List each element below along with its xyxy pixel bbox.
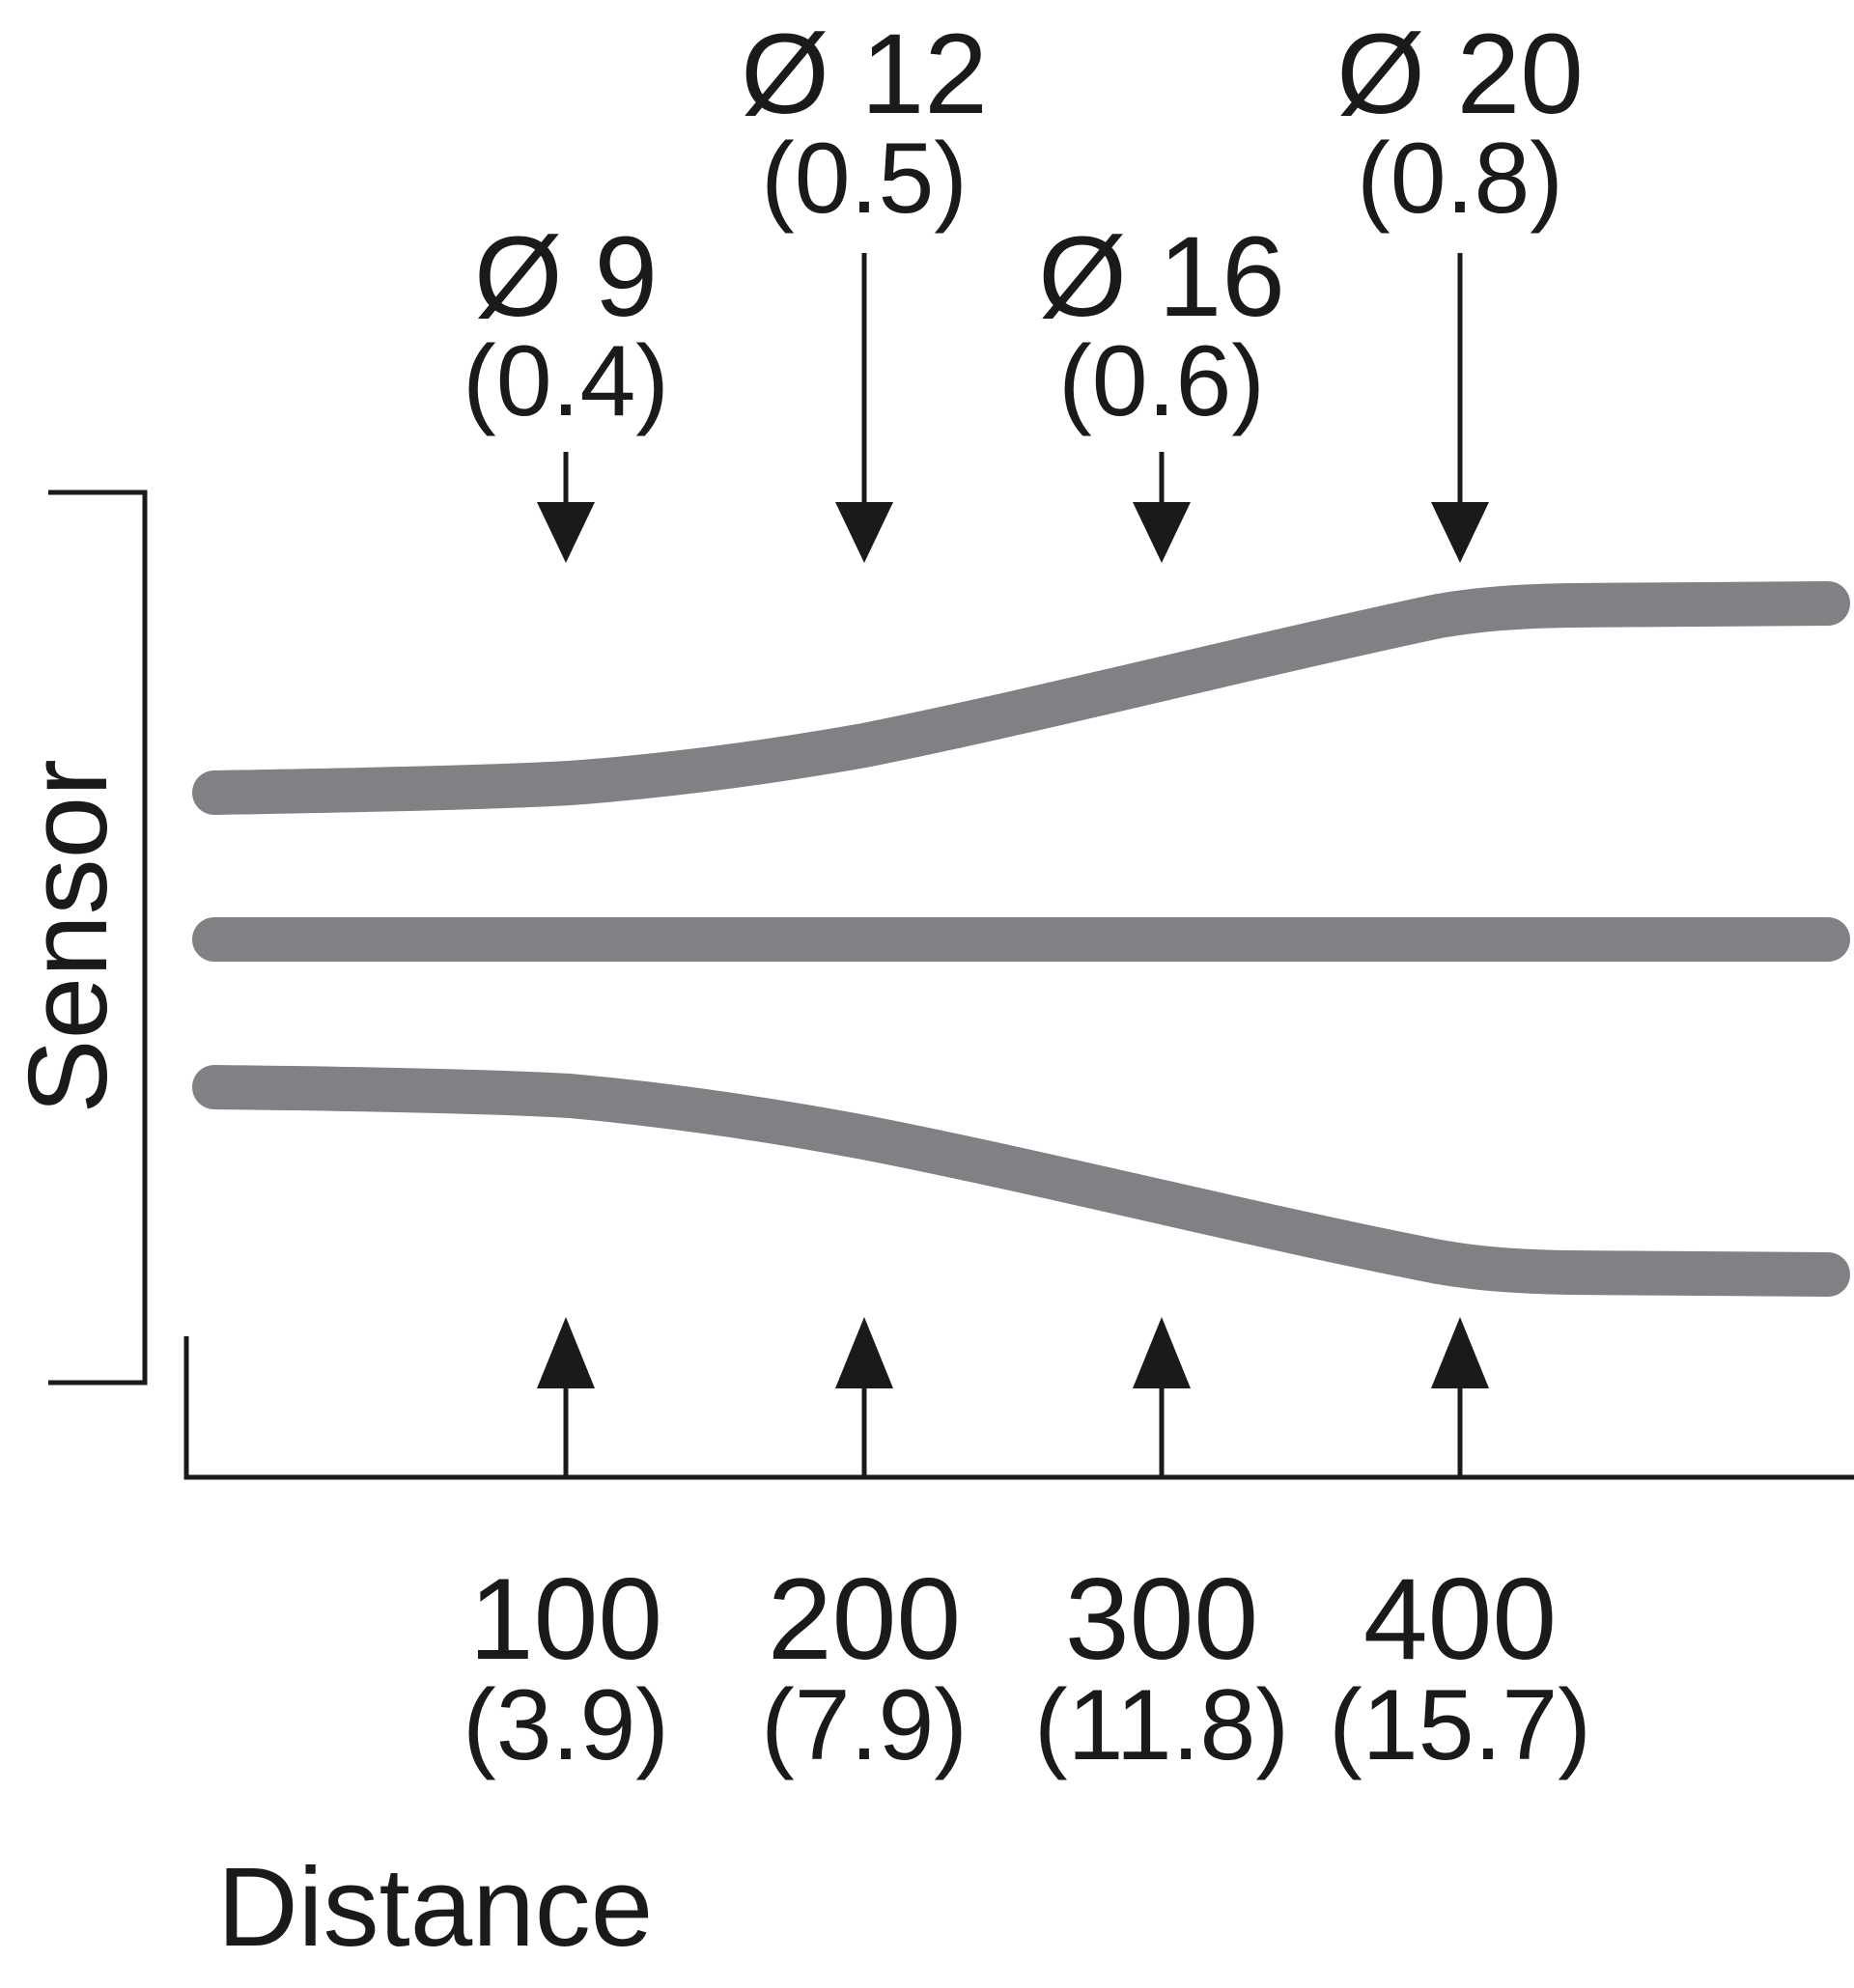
distance-4-inch: (15.7): [1329, 1669, 1591, 1781]
distance-3: 300: [1065, 1554, 1258, 1684]
spot-arrow-3: [1133, 452, 1191, 563]
spot-diameter-3-inch: (0.6): [1058, 325, 1265, 437]
distance-4: 400: [1363, 1554, 1557, 1684]
spot-diameter-1: Ø 9: [474, 213, 658, 341]
spot-diameter-2-inch: (0.5): [761, 123, 968, 235]
spot-arrow-4: [1431, 253, 1489, 563]
distance-arrow-3: [1133, 1317, 1191, 1477]
distance-3-inch: (11.8): [1034, 1669, 1289, 1781]
spot-arrow-1: [537, 452, 595, 563]
distance-axis: [183, 1336, 1854, 1480]
beam-upper-edge: [192, 581, 1850, 815]
distance-arrow-2: [835, 1317, 893, 1477]
sensor-bracket: [48, 490, 148, 1386]
spot-diameter-3: Ø 16: [1038, 213, 1285, 341]
distance-1: 100: [469, 1554, 662, 1684]
distance-1-inch: (3.9): [463, 1669, 669, 1781]
spot-diameter-1-inch: (0.4): [463, 325, 669, 437]
distance-arrow-4: [1431, 1317, 1489, 1477]
spot-diameter-4-inch: (0.8): [1357, 123, 1563, 235]
distance-arrow-1: [537, 1317, 595, 1477]
sensor-label: Sensor: [5, 759, 130, 1114]
spot-arrow-2: [835, 253, 893, 563]
beam-lower-edge: [192, 1065, 1850, 1297]
spot-diameter-2: Ø 12: [741, 11, 988, 138]
distance-label: Distance: [217, 1844, 653, 1970]
distance-2: 200: [768, 1554, 961, 1684]
spot-diameter-4: Ø 20: [1336, 11, 1584, 138]
distance-2-inch: (7.9): [761, 1669, 968, 1781]
